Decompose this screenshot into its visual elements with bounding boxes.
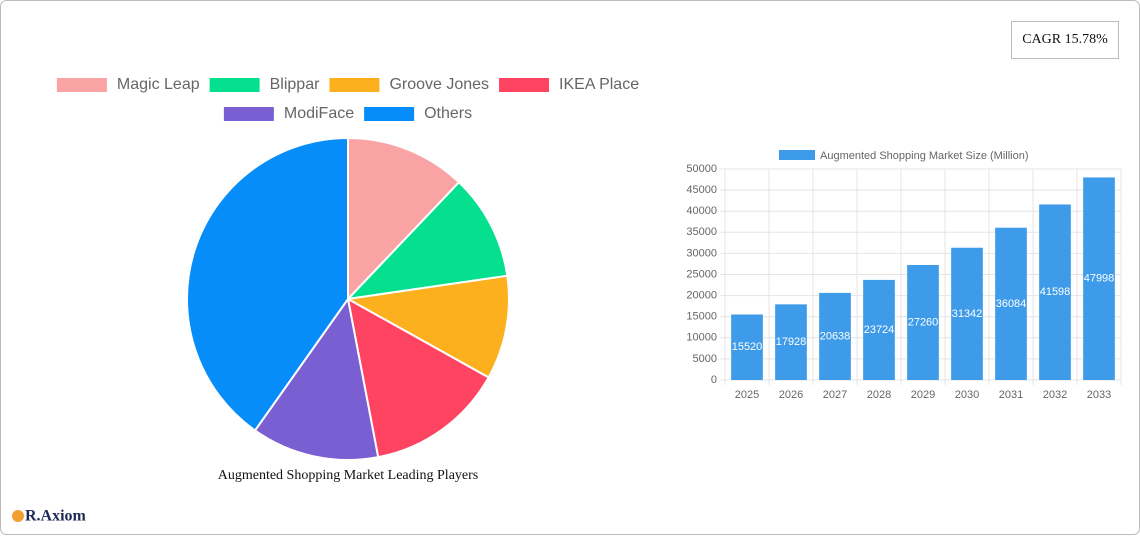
y-tick-label: 50000 <box>686 163 717 175</box>
data-label: 31342 <box>952 308 983 320</box>
pie-slice <box>345 180 509 301</box>
y-tick-label: 10000 <box>686 332 717 344</box>
pie-slice <box>344 274 510 379</box>
brand-icon <box>12 510 24 522</box>
data-label: 17928 <box>776 336 807 348</box>
legend-swatch <box>329 78 380 92</box>
bar <box>731 314 763 380</box>
legend-swatch <box>499 78 550 92</box>
legend-label: Others <box>424 105 472 122</box>
y-tick-label: 35000 <box>686 226 717 238</box>
pie-slice <box>347 136 461 302</box>
x-tick-label: 2026 <box>779 389 803 401</box>
bar <box>907 264 939 380</box>
bar <box>1083 177 1115 380</box>
legend-swatch <box>364 107 415 121</box>
y-tick-label: 40000 <box>686 205 717 217</box>
bar <box>775 304 807 380</box>
pie-slice <box>253 296 380 461</box>
data-label: 41598 <box>1040 286 1071 298</box>
legend-label: Groove Jones <box>389 76 489 93</box>
x-tick-label: 2033 <box>1087 389 1111 401</box>
y-tick-label: 15000 <box>686 311 717 323</box>
y-tick-label: 5000 <box>693 353 717 365</box>
y-tick-label: 20000 <box>686 290 717 302</box>
bar <box>1039 204 1071 380</box>
data-label: 20638 <box>820 330 851 342</box>
bar <box>819 292 851 380</box>
data-label: 27260 <box>908 316 939 328</box>
chart-title: Augmented Shopping Market Leading Player… <box>218 468 479 483</box>
x-tick-label: 2025 <box>735 389 759 401</box>
data-label: 23724 <box>864 324 895 336</box>
x-tick-label: 2027 <box>823 389 847 401</box>
brand-text: R.Axiom <box>25 508 87 525</box>
legend-swatch <box>56 78 107 92</box>
legend-swatch <box>223 107 274 121</box>
legend-swatch <box>779 150 815 160</box>
x-tick-label: 2028 <box>867 389 891 401</box>
y-tick-label: 25000 <box>686 268 717 280</box>
x-tick-label: 2030 <box>955 389 979 401</box>
legend-swatch <box>209 78 260 92</box>
legend-label: Blippar <box>270 76 320 93</box>
legend-label: Magic Leap <box>117 76 200 93</box>
data-label: 36084 <box>996 298 1027 310</box>
bar <box>995 227 1027 380</box>
legend-label: ModiFace <box>284 105 354 122</box>
pie-slice <box>186 136 349 432</box>
y-tick-label: 30000 <box>686 247 717 259</box>
cagr-box <box>1011 21 1119 59</box>
x-tick-label: 2031 <box>999 389 1023 401</box>
y-tick-label: 45000 <box>686 184 717 196</box>
legend-label: Augmented Shopping Market Size (Million) <box>820 150 1029 162</box>
pie-slice <box>346 297 490 459</box>
data-label: 47998 <box>1084 273 1115 285</box>
x-tick-label: 2032 <box>1043 389 1067 401</box>
bar <box>951 247 983 380</box>
cagr-text: CAGR 15.78% <box>1022 32 1108 47</box>
x-tick-label: 2029 <box>911 389 935 401</box>
y-tick-label: 0 <box>711 374 717 386</box>
data-label: 15520 <box>732 341 763 353</box>
bar <box>863 279 895 380</box>
legend-label: IKEA Place <box>559 76 639 93</box>
